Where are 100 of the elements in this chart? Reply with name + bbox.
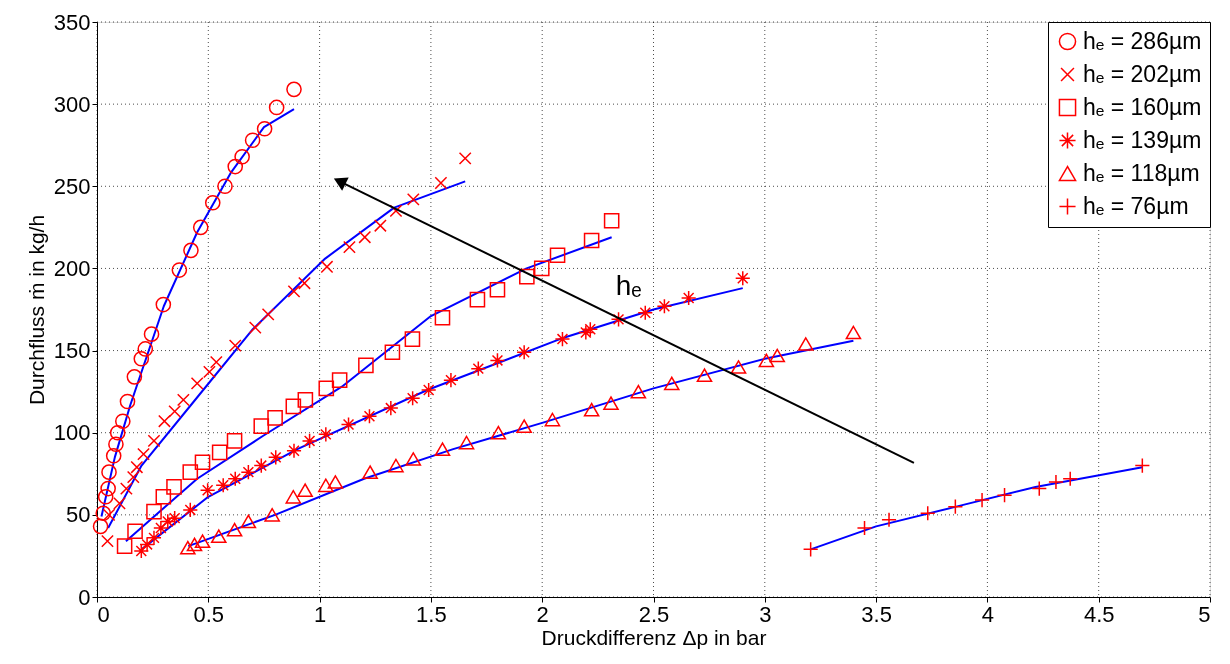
point [146,503,162,520]
point [108,436,124,453]
point [240,514,257,529]
x-tick-label: 3 [759,601,772,627]
point [153,520,169,536]
legend-label: hₑ = 286µm [1083,27,1202,54]
point [470,360,487,377]
point [180,540,196,555]
point [434,309,451,326]
point [109,424,126,441]
annotation: hₑ [615,269,642,301]
point [171,262,188,278]
point [130,460,144,474]
point [244,132,261,149]
x-tick-label: 4.5 [1083,601,1115,627]
point [146,530,162,546]
point [758,353,775,368]
x-tick-label: 1.5 [416,601,447,627]
point [797,337,814,351]
point [489,352,506,369]
point [696,368,713,383]
point [253,418,270,434]
x-tick-label: 1 [313,601,327,627]
x-tick-label: 0.5 [193,601,225,627]
point [331,372,348,388]
point [388,458,404,473]
point [166,510,183,526]
line-series [809,466,1144,551]
point [105,447,122,464]
point [102,508,116,522]
point [285,398,302,415]
point [286,442,302,459]
point [516,344,532,361]
x-axis-title: Druckdifferenz Δp in bar [541,625,767,649]
y-axis-title: Durchfluss ṁ in kg/h [24,214,48,406]
point [186,537,203,552]
point [133,350,150,367]
point [343,240,356,254]
point [119,393,136,410]
point [420,382,437,398]
point [549,247,566,264]
point [554,331,571,347]
point [637,304,654,321]
point [578,324,594,341]
point [630,384,647,399]
point [389,204,403,218]
point [404,331,421,347]
y-tick-label: 300 [53,91,91,117]
point [373,219,387,233]
point [406,193,420,206]
point [490,425,507,440]
point [327,475,344,489]
point [119,482,133,495]
point [845,325,862,340]
point [656,298,673,315]
point [434,442,451,457]
legend-label: hₑ = 160µm [1083,93,1202,120]
point [101,534,114,548]
x-tick-label: 2.5 [638,601,670,627]
point [227,470,244,487]
point [226,433,243,449]
point [176,393,190,407]
point [267,410,283,426]
point [285,489,302,504]
y-tick-label: 0 [78,584,91,610]
y-tick-label: 250 [53,173,91,199]
point [126,470,140,484]
point [155,488,172,505]
point [516,419,532,434]
point [92,518,109,535]
point [155,296,172,313]
x-tick-label: 4 [981,601,995,627]
point [268,99,285,116]
point [287,285,301,298]
point [458,435,475,450]
point [95,505,112,522]
point [227,158,244,175]
point [159,513,176,530]
point [217,178,233,195]
point [192,219,209,236]
point [340,416,357,433]
point [147,434,161,448]
y-tick-label: 50 [66,502,91,528]
point [234,148,250,165]
point [194,454,211,471]
point [301,433,318,449]
point [318,426,334,443]
y-tick-label: 350 [53,9,91,35]
point [583,232,600,249]
point [434,176,448,190]
legend-label: hₑ = 118µm [1083,159,1200,186]
point [603,212,620,229]
point [253,457,270,474]
point [603,396,619,411]
point [248,321,262,334]
x-tick-label: 2 [536,601,549,627]
point [458,151,472,165]
point [383,400,399,416]
point [443,372,459,388]
point [610,311,627,328]
